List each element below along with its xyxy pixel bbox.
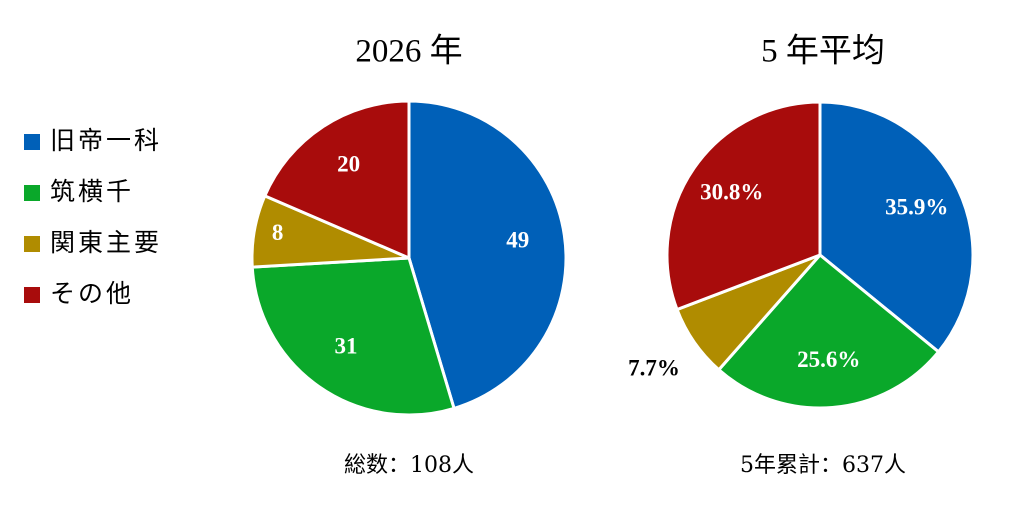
data-label: 30.8% [700, 180, 763, 205]
pie-slice [665, 100, 822, 312]
data-label: 8 [272, 220, 284, 245]
footer: 5年累計：637人 [740, 453, 906, 478]
legend-label: 旧帝一科 [50, 126, 162, 155]
chart-title: 2026 年 [355, 33, 462, 70]
legend-swatch [24, 185, 40, 201]
legend-swatch [24, 134, 40, 150]
data-label: 31 [334, 333, 357, 358]
data-label: 35.9% [885, 194, 948, 219]
data-label: 25.6% [797, 347, 860, 372]
legend-label: 筑横千 [50, 177, 134, 206]
legend-label: 関東主要 [50, 228, 162, 257]
legend-label: その他 [50, 279, 134, 308]
chart-title: 5 年平均 [761, 33, 885, 70]
pie-slice [407, 99, 568, 411]
footer: 総数：108人 [344, 453, 474, 478]
pie-slice [262, 99, 411, 261]
data-label: 49 [506, 227, 529, 252]
pie-slice [250, 256, 456, 417]
data-label: 7.7% [628, 355, 680, 380]
data-label: 20 [337, 151, 360, 176]
pie-slice [818, 100, 975, 354]
legend-swatch [24, 236, 40, 252]
pie-slice [716, 252, 941, 410]
legend-swatch [24, 287, 40, 303]
